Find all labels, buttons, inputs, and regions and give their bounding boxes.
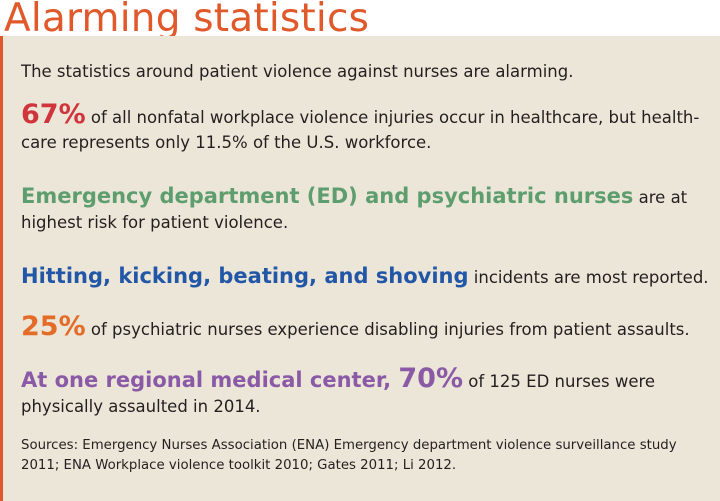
stat-item-disabling-injuries: 25% of psychiatric nurses experience dis… — [21, 311, 711, 342]
page-title: Alarming statistics — [4, 0, 370, 41]
stat-item-regional-center: At one regional medical center, 70% of 1… — [21, 363, 711, 419]
stat-highlight: Hitting, kicking, beating, and shoving — [21, 264, 469, 288]
statistics-panel: The statistics around patient violence a… — [0, 36, 720, 501]
stat-text: are at highest risk for patient violence… — [21, 188, 688, 232]
stat-highlight-number: 70% — [398, 363, 464, 394]
stat-item-incident-types: Hitting, kicking, beating, and shoving i… — [21, 264, 711, 290]
stat-text: of 125 ED nurses were physically assault… — [21, 372, 656, 416]
stat-highlight: 25% — [21, 311, 86, 342]
sources-citation: Sources: Emergency Nurses Association (E… — [21, 438, 677, 473]
stat-item-highest-risk: Emergency department (ED) and psychiatri… — [21, 184, 711, 235]
intro-text: The statistics around patient violence a… — [21, 62, 574, 81]
stat-highlight: At one regional medical center, — [21, 368, 399, 392]
stat-text: incidents are most reported. — [468, 268, 709, 287]
stat-item-healthcare-share: 67% of all nonfatal workplace violence i… — [21, 99, 711, 155]
stat-text: of all nonfatal workplace violence injur… — [21, 108, 700, 152]
stat-highlight: 67% — [21, 99, 86, 130]
stat-highlight: Emergency department (ED) and psychiatri… — [21, 184, 634, 208]
stat-text: of psychiatric nurses experience disabli… — [85, 320, 690, 339]
